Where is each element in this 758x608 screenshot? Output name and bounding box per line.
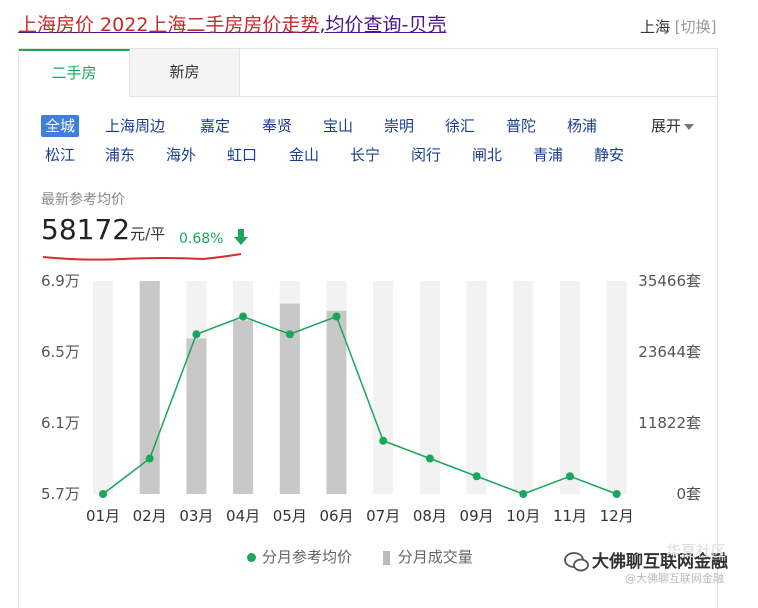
price-point-10 [566,472,574,481]
x-tick-label-7: 08月 [413,507,447,525]
district-r2-7[interactable]: 闸北 [472,146,503,164]
caret-down-icon [684,123,695,130]
location-selector: 上海 [切换] [640,16,717,37]
legend-price-label: 分月参考均价 [262,548,353,566]
location-switch-link[interactable]: [切换] [674,18,717,36]
page-title[interactable]: 上海房价 2022上海二手房房价走势,均价查询-贝壳 [18,10,446,37]
x-tick-label-10: 11月 [553,507,587,525]
chart-stripe-10 [560,281,580,494]
price-point-4 [285,330,294,339]
volume-bar-5 [326,310,347,494]
district-r2-3[interactable]: 虹口 [227,146,258,164]
tab-second-hand[interactable]: 二手房 [19,49,130,97]
district-r1-8[interactable]: 杨浦 [567,117,598,135]
price-value: 58172 [41,213,131,246]
x-tick-label-5: 06月 [319,507,353,525]
y-left-tick-2: 6.1万 [41,414,80,432]
page-title-part1[interactable]: 上海房价 [18,14,95,36]
price-point-2 [192,330,201,339]
chart-stripe-0 [93,281,113,494]
district-r1-7[interactable]: 普陀 [506,117,537,135]
y-right-tick-2: 11822套 [638,414,701,432]
district-r1-4[interactable]: 宝山 [323,117,354,135]
district-r2-6[interactable]: 闵行 [411,146,442,164]
volume-bar-4 [279,303,300,494]
chart-stripe-9 [513,281,534,494]
district-r1-2[interactable]: 嘉定 [200,117,231,135]
x-tick-label-6: 07月 [366,507,400,525]
arrow-down-icon [233,229,248,249]
price-value-block: 58172元/平 [41,213,165,246]
district-r2-4[interactable]: 金山 [289,146,320,164]
x-tick-label-4: 05月 [273,507,307,525]
chart-stripe-6 [373,281,394,494]
price-point-6 [379,436,388,445]
district-r1-1[interactable]: 上海周边 [105,117,166,135]
x-tick-label-3: 04月 [226,507,260,525]
y-right-tick-3: 0套 [676,485,701,503]
legend-price[interactable]: 分月参考均价 [247,548,352,566]
wechat-icon [564,552,589,572]
price-point-0 [99,490,107,498]
district-r2-2[interactable]: 海外 [166,146,197,164]
price-point-3 [239,312,248,321]
expand-button[interactable]: 展开 [651,115,695,136]
y-left-tick-1: 6.5万 [41,343,80,361]
legend-volume-label: 分月成交量 [397,548,473,566]
x-tick-label-11: 12月 [600,507,634,525]
page-title-part2[interactable]: 2022上海二手房房价走势 [94,14,320,36]
price-unit: 元/平 [130,225,166,243]
watermark-sub: @大佛聊互联网金融 [625,572,724,585]
watermark-main: 大佛聊互联网金融 [564,547,728,573]
price-point-8 [472,472,481,481]
district-r1-6[interactable]: 徐汇 [445,117,476,135]
tab-bar: 二手房 新房 [19,49,717,97]
y-left-tick-0: 6.9万 [41,272,80,290]
chart-legend: 分月参考均价 分月成交量 [247,546,473,567]
district-r2-5[interactable]: 长宁 [350,146,381,164]
green-dot-icon [247,553,256,562]
price-point-7 [425,454,434,463]
y-right-tick-1: 23644套 [638,343,701,361]
price-point-11 [612,490,621,498]
watermark-top: 华夏社区 [666,542,727,560]
price-line [102,315,617,495]
price-label: 最新参考均价 [41,192,125,208]
district-r1-3[interactable]: 奉贤 [262,117,293,135]
expand-label: 展开 [651,117,682,135]
x-tick-label-9: 10月 [506,507,540,525]
price-point-9 [519,490,528,498]
district-r2-0[interactable]: 松江 [45,146,76,164]
district-r1-5[interactable]: 崇明 [384,117,415,135]
y-left-tick-3: 5.7万 [41,485,80,503]
price-change: 0.68% [179,227,248,247]
district-r2-1[interactable]: 浦东 [105,146,136,164]
price-point-5 [332,312,341,321]
price-card: 二手房 新房 全城 上海周边 嘉定 奉贤 宝山 崇明 徐汇 普陀 杨浦松江 浦东 海外 虹口 金山 长宁 闵… [18,48,718,608]
volume-bar-1 [139,281,160,494]
bar-icon [382,550,390,565]
y-right-tick-0: 35466套 [638,272,701,290]
red-underline-annotation [43,253,242,261]
location-name: 上海 [640,18,671,36]
x-tick-label-2: 03月 [179,507,213,525]
price-change-value: 0.68% [179,231,224,247]
chart-stripe-8 [466,281,487,494]
page-title-part3[interactable]: ,均价查询-贝壳 [319,14,447,36]
x-tick-label-1: 02月 [133,507,167,525]
price-point-1 [145,454,154,463]
district-r1-0[interactable]: 全城 [41,115,80,137]
chart-stripe-7 [419,281,440,494]
legend-volume[interactable]: 分月成交量 [382,548,473,566]
district-r2-8[interactable]: 青浦 [533,146,564,164]
district-r2-9[interactable]: 静安 [594,146,625,164]
watermark-main-text: 大佛聊互联网金融 [592,552,728,572]
x-tick-label-0: 01月 [86,507,120,525]
volume-bar-2 [186,338,207,494]
price-trend-chart: 01月 02月 03月 04月 05月 06月 07月 08月 09月 10月 11月 12月 6.9万… [41,272,701,525]
chart-stripe-11 [606,281,627,494]
tab-new-house[interactable]: 新房 [130,49,240,96]
x-tick-label-8: 09月 [460,507,494,525]
volume-bar-3 [233,320,254,494]
